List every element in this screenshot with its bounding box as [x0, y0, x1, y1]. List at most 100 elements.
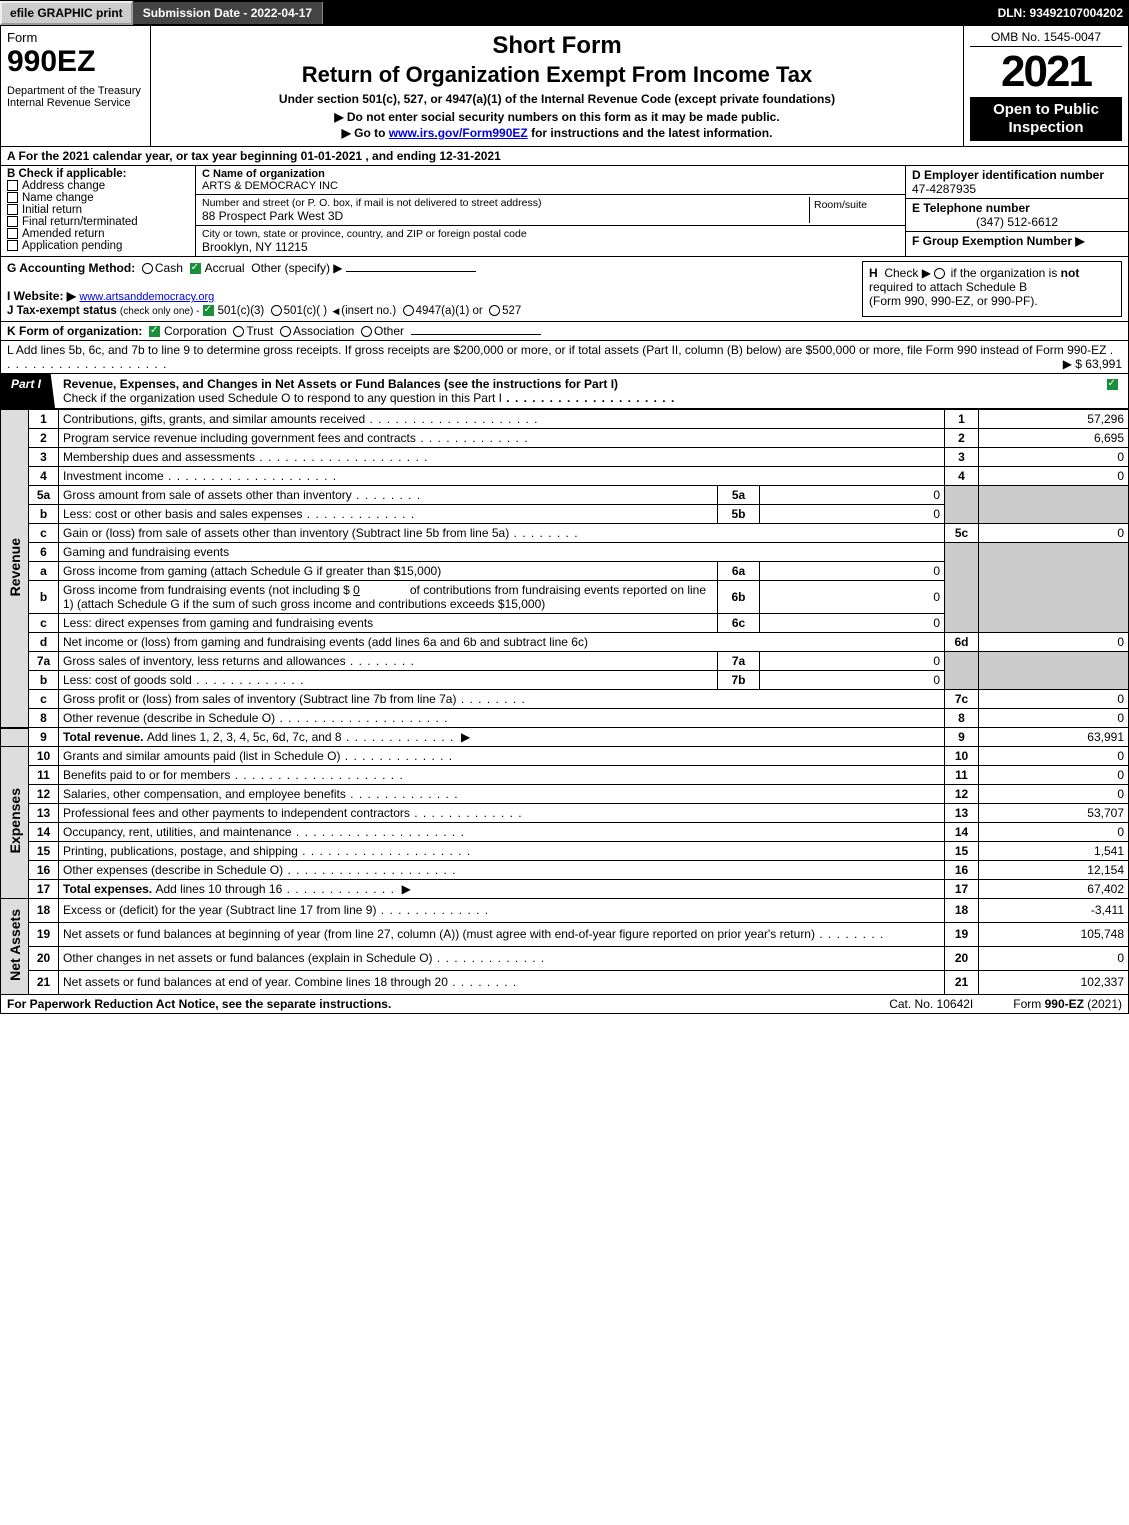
chk-application-pending[interactable]: Application pending [7, 240, 189, 252]
n19: 19 [29, 922, 59, 946]
chk-name-change[interactable]: Name change [7, 192, 189, 204]
n8: 8 [29, 709, 59, 728]
chk-501c[interactable] [271, 305, 282, 316]
lbl-corp: Corporation [164, 324, 227, 338]
n13: 13 [29, 804, 59, 823]
irs-link[interactable]: www.irs.gov/Form990EZ [389, 126, 528, 140]
v10: 0 [979, 747, 1129, 766]
side-netassets: Net Assets [1, 899, 29, 995]
lbl-cash: Cash [155, 261, 183, 275]
open-public-badge: Open to Public Inspection [970, 97, 1122, 141]
rn5c: 5c [945, 524, 979, 543]
chk-initial-return[interactable]: Initial return [7, 204, 189, 216]
form-header: Form 990EZ Department of the Treasury In… [0, 26, 1129, 147]
chk-501c3[interactable] [203, 305, 214, 316]
rn12: 12 [945, 785, 979, 804]
lbl-other-org: Other [374, 324, 404, 338]
rn2: 2 [945, 429, 979, 448]
v7c: 0 [979, 690, 1129, 709]
n6d: d [29, 633, 59, 652]
box-b-header: B Check if applicable: [7, 168, 189, 180]
chk-assoc[interactable] [280, 326, 291, 337]
chk-527[interactable] [489, 305, 500, 316]
top-bar: efile GRAPHIC print Submission Date - 20… [0, 0, 1129, 26]
sn6a: 6a [718, 562, 760, 581]
chk-amended-return[interactable]: Amended return [7, 228, 189, 240]
rn9: 9 [945, 728, 979, 747]
part-i-check[interactable] [1100, 374, 1128, 408]
row-g: G Accounting Method: Cash Accrual Other … [7, 261, 832, 275]
sn7b: 7b [718, 671, 760, 690]
d6a: Gross income from gaming (attach Schedul… [59, 562, 718, 581]
lbl-k: K Form of organization: [7, 324, 142, 338]
rn10: 10 [945, 747, 979, 766]
website-link[interactable]: www.artsanddemocracy.org [79, 291, 214, 303]
title-short-form: Short Form [161, 32, 953, 60]
chk-corp[interactable] [149, 326, 160, 337]
n6: 6 [29, 543, 59, 562]
n15: 15 [29, 842, 59, 861]
part-i-tab: Part I [1, 374, 55, 408]
lbl-other-specify: Other (specify) ▶ [251, 261, 342, 275]
sv6c: 0 [760, 614, 945, 633]
radio-accrual[interactable] [190, 263, 201, 274]
v8: 0 [979, 709, 1129, 728]
phone-value: (347) 512-6612 [912, 215, 1122, 229]
chk-trust[interactable] [233, 326, 244, 337]
lbl-final-return: Final return/terminated [22, 216, 138, 228]
n7c: c [29, 690, 59, 709]
n5b: b [29, 505, 59, 524]
rn7c: 7c [945, 690, 979, 709]
v12: 0 [979, 785, 1129, 804]
d7b: Less: cost of goods sold [59, 671, 718, 690]
rn20: 20 [945, 946, 979, 970]
lbl-c-city: City or town, state or province, country… [202, 228, 899, 240]
org-city: Brooklyn, NY 11215 [202, 240, 899, 254]
box-def: D Employer identification number 47-4287… [905, 166, 1128, 256]
box-h: H Check ▶ if the organization is not req… [862, 261, 1122, 317]
chk-other[interactable] [361, 326, 372, 337]
chk-h[interactable] [934, 268, 945, 279]
rn19: 19 [945, 922, 979, 946]
efile-print-button[interactable]: efile GRAPHIC print [0, 1, 133, 25]
part-i-sub: Check if the organization used Schedule … [63, 391, 502, 405]
lbl-insert-no: (insert no.) [341, 305, 396, 317]
d5b: Less: cost or other basis and sales expe… [59, 505, 718, 524]
chk-address-change[interactable]: Address change [7, 180, 189, 192]
d17: Total expenses. Add lines 10 through 16 … [59, 880, 945, 899]
n14: 14 [29, 823, 59, 842]
v20: 0 [979, 946, 1129, 970]
form-footer: For Paperwork Reduction Act Notice, see … [0, 995, 1129, 1014]
d3: Membership dues and assessments [59, 448, 945, 467]
rn3: 3 [945, 448, 979, 467]
chk-4947[interactable] [403, 305, 414, 316]
v21: 102,337 [979, 970, 1129, 994]
radio-cash[interactable] [142, 263, 153, 274]
lbl-527: 527 [502, 305, 521, 317]
lbl-f-group: F Group Exemption Number ▶ [912, 234, 1122, 248]
rn13: 13 [945, 804, 979, 823]
d16: Other expenses (describe in Schedule O) [59, 861, 945, 880]
v16: 12,154 [979, 861, 1129, 880]
rn4: 4 [945, 467, 979, 486]
side-blank [1, 728, 29, 747]
d9: Total revenue. Add lines 1, 2, 3, 4, 5c,… [59, 728, 945, 747]
chk-final-return[interactable]: Final return/terminated [7, 216, 189, 228]
lbl-d-ein: D Employer identification number [912, 168, 1122, 182]
v5c: 0 [979, 524, 1129, 543]
n5a: 5a [29, 486, 59, 505]
form-word: Form [7, 30, 144, 45]
lbl-501c3: 501(c)(3) [218, 305, 265, 317]
rn6d: 6d [945, 633, 979, 652]
v15: 1,541 [979, 842, 1129, 861]
d20: Other changes in net assets or fund bala… [59, 946, 945, 970]
rn18: 18 [945, 899, 979, 923]
v14: 0 [979, 823, 1129, 842]
lines-table: Revenue 1 Contributions, gifts, grants, … [0, 409, 1129, 995]
h-not: not [1061, 266, 1080, 280]
d21: Net assets or fund balances at end of ye… [59, 970, 945, 994]
d6c: Less: direct expenses from gaming and fu… [59, 614, 718, 633]
lbl-c-addr: Number and street (or P. O. box, if mail… [202, 197, 809, 209]
v11: 0 [979, 766, 1129, 785]
d15: Printing, publications, postage, and shi… [59, 842, 945, 861]
